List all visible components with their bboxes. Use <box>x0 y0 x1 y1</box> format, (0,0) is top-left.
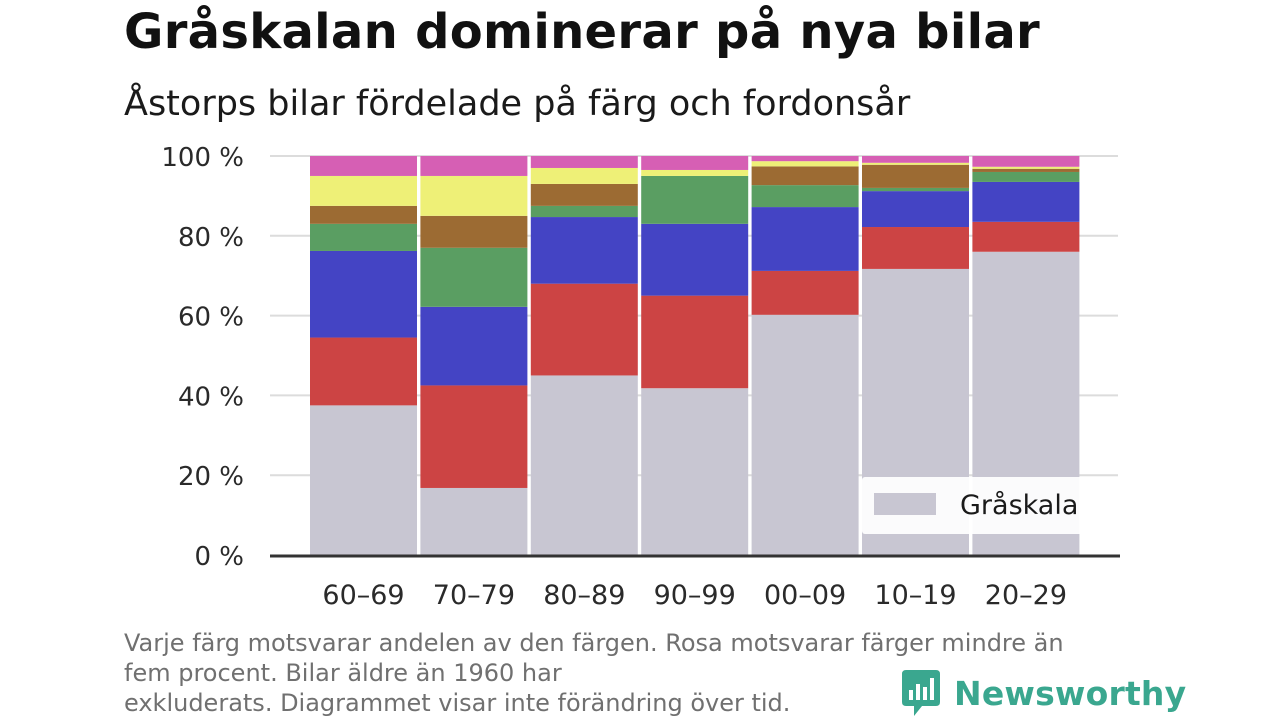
bar-segment <box>420 487 528 555</box>
x-tick-label: 00–09 <box>764 580 846 611</box>
bar-segment <box>420 247 528 307</box>
bar-segment <box>972 171 1080 182</box>
bar-segment <box>530 283 638 376</box>
x-tick-label: 10–19 <box>874 580 956 611</box>
bar-segment <box>310 175 417 206</box>
bar-segment <box>641 295 749 389</box>
y-axis: 0 % 20 % 40 % 60 % 80 % 100 % <box>161 143 244 572</box>
bar-segment <box>310 250 417 338</box>
bar-segment <box>420 385 528 488</box>
newsworthy-logo: Newsworthy <box>900 668 1186 718</box>
bar-segment <box>310 205 417 224</box>
bar-segment <box>641 388 749 555</box>
legend: Gråskala <box>862 477 1088 534</box>
bar-segment <box>530 183 638 206</box>
bar-segment <box>310 337 417 406</box>
chart-subtitle: Åstorps bilar fördelade på färg och ford… <box>124 84 911 124</box>
bar-segment <box>420 215 528 248</box>
newsworthy-bar-chart-icon <box>902 670 940 716</box>
bar-segment <box>420 156 528 176</box>
bar-segment <box>751 166 859 186</box>
bar-segment <box>530 375 638 555</box>
bar-segment <box>310 156 417 176</box>
legend-box <box>862 477 1088 534</box>
bar-segment <box>641 175 749 224</box>
bars <box>310 156 1080 555</box>
bar-segment <box>310 405 417 555</box>
bar-segment <box>862 227 969 269</box>
y-tick-label: 20 % <box>178 462 244 492</box>
bar-segment <box>862 156 969 163</box>
bar-segment <box>751 314 859 555</box>
bar-segment <box>420 175 528 216</box>
y-tick-label: 80 % <box>178 223 244 253</box>
x-axis: 60–69 70–79 80–89 90–99 00–09 10–19 20–29 <box>270 554 1120 611</box>
bar-segment <box>641 156 749 170</box>
bar-segment <box>530 167 638 184</box>
bar-segment <box>972 221 1080 252</box>
bar-segment <box>862 164 969 188</box>
bar-segment <box>751 156 859 162</box>
x-tick-label: 70–79 <box>433 580 515 611</box>
legend-label: Gråskala <box>960 490 1078 521</box>
x-tick-label: 80–89 <box>543 580 625 611</box>
bar-segment <box>310 223 417 251</box>
bar-segment <box>751 207 859 271</box>
footnote-line-3: exkluderats. Diagrammet visar inte förän… <box>124 689 791 717</box>
bar-segment <box>972 156 1080 167</box>
bar-segment <box>641 169 749 176</box>
bar-segment <box>641 223 749 296</box>
footnote: Varje färg motsvarar andelen av den färg… <box>124 628 1134 718</box>
bar-segment <box>972 166 1080 169</box>
x-tick-label: 60–69 <box>322 580 404 611</box>
bar-segment <box>972 168 1080 172</box>
bar-segment <box>862 191 969 228</box>
chart-title: Gråskalan dominerar på nya bilar <box>124 4 1040 60</box>
y-tick-label: 40 % <box>178 382 244 412</box>
footnote-line-1: Varje färg motsvarar andelen av den färg… <box>124 629 1064 657</box>
bar-segment <box>751 185 859 208</box>
y-tick-label: 0 % <box>194 542 244 572</box>
footnote-line-2: fem procent. Bilar äldre än 1960 har <box>124 659 562 687</box>
bar-segment <box>751 270 859 315</box>
bar-segment <box>530 205 638 218</box>
x-tick-label: 20–29 <box>985 580 1067 611</box>
bar-segment <box>862 162 969 165</box>
legend-swatch <box>874 493 936 515</box>
bar-segment <box>972 181 1080 222</box>
bar-segment <box>862 187 969 192</box>
bar-segment <box>530 217 638 284</box>
y-tick-label: 60 % <box>178 303 244 333</box>
bar-segment <box>420 306 528 386</box>
x-tick-label: 90–99 <box>654 580 736 611</box>
brand-name: Newsworthy <box>954 673 1187 713</box>
bar-segment <box>751 161 859 167</box>
y-tick-label: 100 % <box>161 143 244 173</box>
bar-segment <box>530 156 638 168</box>
